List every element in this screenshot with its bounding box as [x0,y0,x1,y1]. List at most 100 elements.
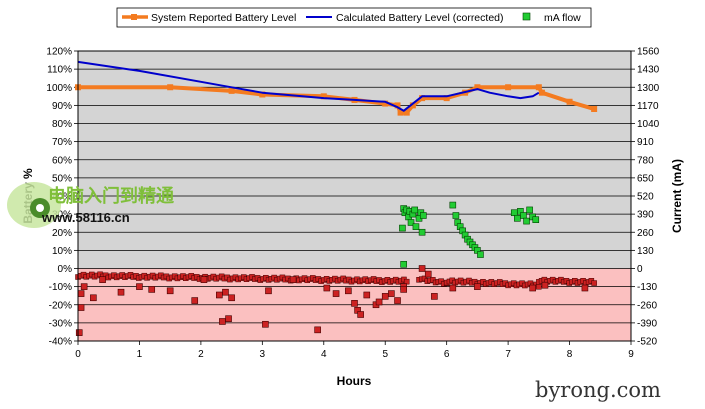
discharge-point [90,294,97,302]
legend: System Reported Battery Level Calculated… [116,7,592,28]
discharge-point [228,294,235,302]
maflow-point [452,212,460,219]
series-line-0 [78,85,595,115]
series-point-system [403,109,410,116]
legend-box [116,7,592,28]
x-tick-label: 3 [260,349,266,360]
watermark-corner-text: byrong.com [535,378,661,402]
y-left-tick-label: 50% [52,173,72,184]
maflow-point [526,206,533,214]
discharge-point [136,283,143,290]
discharge-point [219,318,226,325]
discharge-point [424,270,432,278]
y-left-tick-label: -40% [49,337,72,348]
discharge-point [289,276,297,283]
legend-label-calculated: Calculated Battery Level (corrected) [336,12,504,24]
maflow-point [420,212,427,219]
series-point-system [419,95,426,102]
discharge-trend-marker [536,284,542,290]
discharge-point [449,284,457,292]
discharge-point [265,287,272,295]
discharge-point [357,311,364,318]
discharge-point [216,291,223,299]
watermark-chinese-text: 电脑入门到精通 [48,185,174,207]
x-tick-label: 6 [444,349,450,360]
x-axis-title: Hours [337,374,372,388]
maflow-point [449,201,457,209]
series-layer [75,60,598,336]
discharge-point [166,287,174,295]
discharge-point [381,293,389,300]
discharge-point [345,287,352,295]
x-tick-label: 8 [567,349,573,360]
y-left-tick-label: 120% [46,47,72,58]
discharge-point [541,281,549,289]
y-left-tick-label: 0% [58,264,73,275]
legend-marker-system [131,14,137,20]
y-right-tick-label: -390 [637,318,657,329]
y-left-tick-label: 70% [52,137,72,148]
x-tick-label: 9 [628,349,634,360]
series-line-1 [77,60,540,112]
discharge-point [581,284,589,292]
discharge-point [375,298,383,306]
discharge-point [99,276,106,283]
y-right-tick-label: 520 [637,192,654,203]
y-left-tick-label: 90% [52,101,72,112]
y-right-tick-label: 0 [637,264,643,275]
axes [77,50,632,342]
maflow-point [399,224,406,232]
y-right-tick-label: -130 [637,282,657,293]
legend-label-maflow: mA flow [544,12,581,24]
series-point-system [167,84,174,91]
series-point-system [538,89,545,96]
y-right-tick-label: 1040 [637,119,660,130]
maflow-point [532,216,540,224]
discharge-point [529,284,536,292]
x-tick-label: 2 [198,349,204,360]
x-tick-label: 7 [505,349,511,360]
discharge-point [431,293,438,300]
discharge-point [363,291,371,299]
y-right-tick-label: -260 [637,300,657,311]
maflow-point [523,217,530,225]
y-left-tick-label: 10% [52,246,72,257]
discharge-point [332,290,340,297]
series-point-system [397,109,404,116]
y-left-tick-label: 40% [52,192,72,203]
discharge-point [75,329,83,336]
x-tick-label: 4 [321,349,327,360]
y-right-tick-label: 1300 [637,83,660,94]
discharge-point [474,283,481,290]
discharge-point [400,286,407,293]
discharge-point [418,265,426,272]
maflow-point [520,212,527,219]
maflow-point [407,219,415,226]
discharge-point [148,286,156,293]
maflow-point [510,209,518,217]
y-left-tick-label: -10% [49,282,72,293]
maflow-point [400,261,407,268]
y-left-tick-label: 20% [52,228,72,239]
discharge-point [80,283,88,290]
y-left-tick-label: 100% [46,83,72,94]
series-point-system [474,84,481,91]
series-point-system [409,102,416,109]
y-left-tick-label: -30% [49,318,72,329]
watermark-url-text: www.58116.cn [41,210,130,225]
maflow-point [477,251,484,258]
discharge-point [225,315,232,322]
x-tick-label: 5 [382,349,388,360]
y-right-tick-label: 1170 [637,101,659,112]
series-point-system [535,84,542,91]
watermark-pupil-icon [36,204,44,212]
discharge-point [262,320,269,328]
x-tick-label: 0 [75,349,81,360]
y-right-tick-label: 780 [637,155,654,166]
series-point-system [382,100,389,107]
discharge-point [191,297,199,304]
discharge-point [200,276,208,283]
discharge-point [351,300,358,307]
maflow-point [411,206,419,214]
